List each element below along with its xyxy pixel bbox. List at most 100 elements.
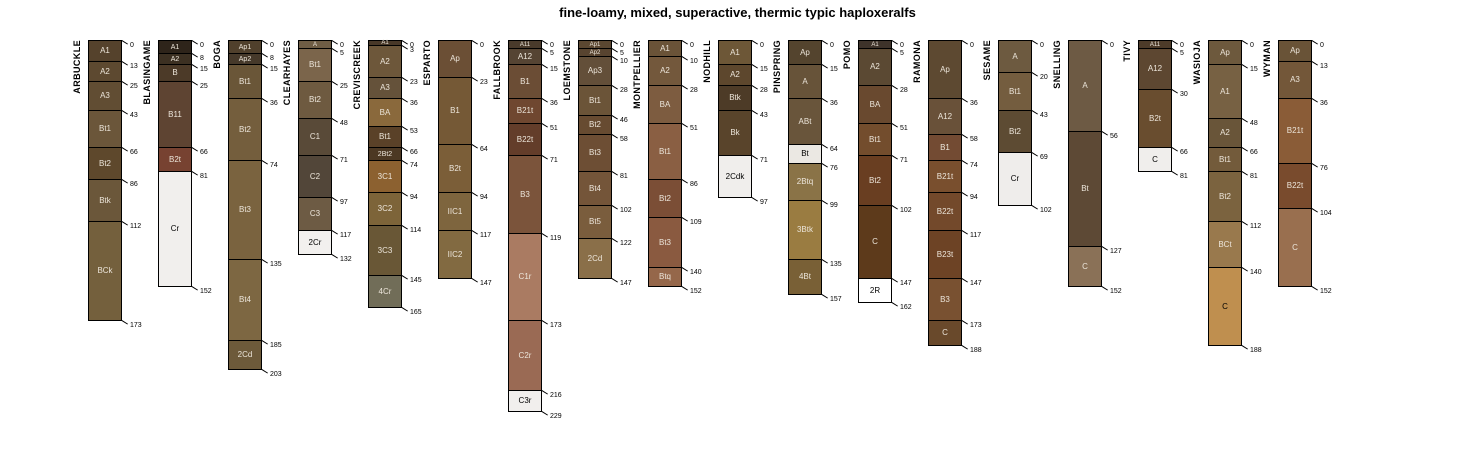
tick-mark [541, 320, 548, 325]
depth-label: 30 [1180, 91, 1188, 98]
tick-mark [891, 123, 898, 128]
tick-mark [961, 160, 968, 165]
tick-mark [471, 77, 478, 82]
horizon-2btq: 2Btq [788, 163, 822, 201]
depth-label: 0 [340, 42, 344, 49]
tick-mark [401, 225, 408, 230]
depth-label: 66 [410, 149, 418, 156]
tick-mark [1031, 72, 1038, 77]
tick-mark [261, 98, 268, 103]
depth-label: 36 [970, 100, 978, 107]
tick-mark [891, 85, 898, 90]
series-label: LOEMSTONE [562, 40, 572, 101]
depth-label: 81 [1250, 173, 1258, 180]
depth-label: 0 [970, 42, 974, 49]
horizon-bt2: Bt2 [1208, 171, 1242, 222]
depth-label: 86 [690, 181, 698, 188]
series-label: SNELLING [1052, 40, 1062, 89]
series-label: FALLBROOK [492, 40, 502, 100]
tick-mark [681, 217, 688, 222]
depth-label: 25 [130, 83, 138, 90]
horizon-a1: A1 [158, 40, 192, 54]
depth-label: 0 [480, 42, 484, 49]
tick-mark [961, 345, 968, 350]
horizon-bt2: Bt2 [648, 179, 682, 218]
depth-label: 0 [550, 42, 554, 49]
tick-mark [331, 118, 338, 123]
horizon-a1: A1 [648, 40, 682, 57]
horizon-bt1: Bt1 [298, 48, 332, 82]
horizon-bt3: Bt3 [648, 217, 682, 268]
tick-mark [401, 98, 408, 103]
tick-mark [961, 278, 968, 283]
depth-label: 86 [130, 181, 138, 188]
tick-mark [331, 48, 338, 53]
horizon-a2: A2 [648, 56, 682, 86]
horizon-iic1: IIC1 [438, 192, 472, 231]
depth-label: 25 [340, 83, 348, 90]
horizon-bt1: Bt1 [578, 85, 612, 116]
tick-mark [1031, 40, 1038, 45]
tick-mark [1101, 246, 1108, 251]
tick-mark [751, 85, 758, 90]
tick-mark [1311, 40, 1318, 45]
soil-profile-wasioja: WASIOJA Ap A1 A2 Bt1 Bt2 BCt C 0 15 48 66 81 112 140 18… [1184, 40, 1262, 440]
depth-label: 81 [1180, 173, 1188, 180]
horizon-a3: A3 [1278, 61, 1312, 99]
tick-mark [1311, 286, 1318, 291]
horizon-b23t: B23t [928, 230, 962, 279]
soil-profile-sesame: SESAME A Bt1 Bt2 Cr 0 20 43 69 102 [974, 40, 1052, 440]
horizon-bt2: Bt2 [998, 110, 1032, 153]
horizon-bt1: Bt1 [1208, 147, 1242, 172]
series-label: BLASINGAME [142, 40, 152, 105]
depth-label: 0 [830, 42, 834, 49]
depth-label: 66 [1180, 149, 1188, 156]
depth-label: 56 [1110, 133, 1118, 140]
tick-mark [1311, 163, 1318, 168]
horizon-bt3: Bt3 [228, 160, 262, 260]
depth-label: 36 [270, 100, 278, 107]
depth-label: 117 [340, 232, 352, 239]
horizon-bt2: Bt2 [858, 155, 892, 206]
depth-label: 43 [130, 112, 138, 119]
horizon-2cd: 2Cd [228, 340, 262, 370]
horizon-bt2: Bt2 [88, 147, 122, 180]
horizon-ap3: Ap3 [578, 56, 612, 86]
tick-mark [471, 192, 478, 197]
depth-label: 135 [270, 261, 282, 268]
horizon-c: C [928, 320, 962, 346]
tick-mark [891, 48, 898, 53]
depth-label: 0 [1040, 42, 1044, 49]
tick-mark [961, 98, 968, 103]
depth-label: 152 [200, 288, 212, 295]
depth-label: 109 [690, 219, 702, 226]
tick-mark [331, 81, 338, 86]
depth-label: 3 [410, 47, 414, 54]
tick-mark [261, 40, 268, 45]
tick-mark [961, 230, 968, 235]
horizon-cr: Cr [998, 152, 1032, 206]
depth-label: 0 [200, 42, 204, 49]
depth-label: 81 [200, 173, 208, 180]
horizon-b21t: B21t [508, 98, 542, 124]
tick-mark [1241, 171, 1248, 176]
depth-label: 102 [620, 207, 632, 214]
depth-label: 0 [1250, 42, 1254, 49]
depth-label: 135 [830, 261, 842, 268]
tick-mark [261, 369, 268, 374]
horizon-4cr: 4Cr [368, 275, 402, 308]
series-label: ESPARTO [422, 40, 432, 86]
tick-mark [681, 123, 688, 128]
horizon-bt1: Bt1 [228, 64, 262, 99]
depth-label: 157 [830, 296, 842, 303]
tick-mark [1241, 147, 1248, 152]
depth-label: 53 [410, 128, 418, 135]
depth-label: 69 [1040, 154, 1048, 161]
horizon-b1: B1 [508, 64, 542, 99]
tick-mark [611, 171, 618, 176]
series-label: NODHILL [702, 40, 712, 83]
soil-profile-fallbrook: FALLBROOK A11 A12 B1 B21t B22t B3 C1r C2r C3r 0 5 15… [484, 40, 562, 440]
horizon-bt2: Bt2 [298, 81, 332, 119]
series-label: WASIOJA [1192, 40, 1202, 85]
horizon-a2: A2 [858, 48, 892, 86]
